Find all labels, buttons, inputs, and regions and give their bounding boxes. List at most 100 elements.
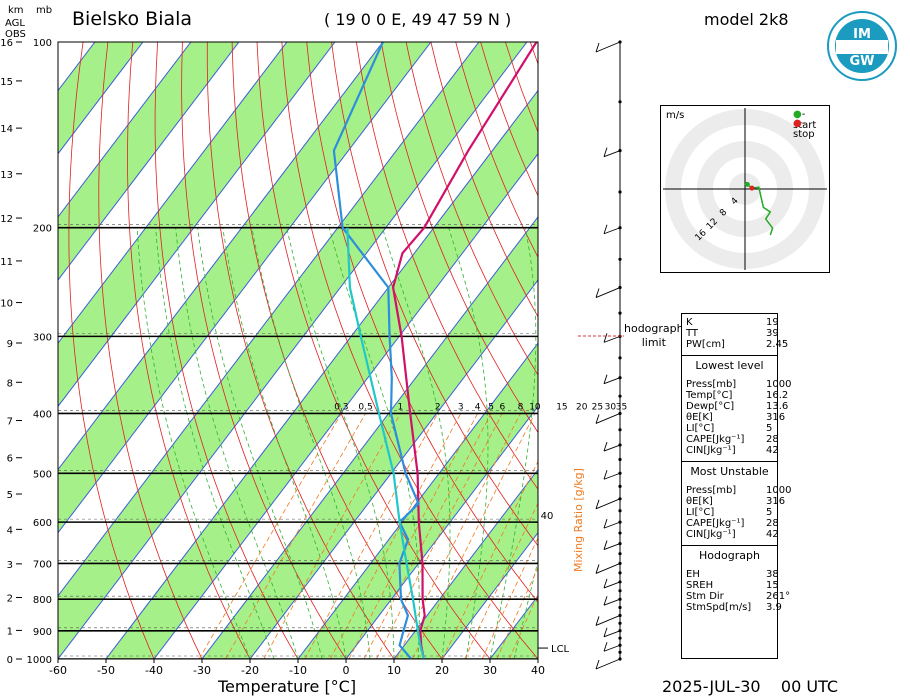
wind-barb-flag bbox=[595, 42, 600, 53]
imgw-logo: IM GW bbox=[827, 11, 897, 81]
isotherm-line bbox=[297, 342, 538, 659]
wind-level-dot bbox=[618, 621, 622, 625]
hodograph-index-key: StmSpd[m/s] bbox=[686, 602, 752, 613]
moist-adiabat bbox=[328, 227, 420, 659]
wind-barb-flag bbox=[595, 659, 600, 670]
hodograph-stop-point bbox=[749, 185, 755, 191]
dewpoint-trace bbox=[332, 42, 420, 659]
most-unstable-key: CIN[Jkg⁻¹] bbox=[686, 529, 736, 540]
dry-adiabat bbox=[181, 42, 347, 659]
index-top-value: 2.45 bbox=[766, 339, 789, 350]
hodograph-index-row: Stm Dir 261° bbox=[686, 591, 790, 602]
hodograph-ring-label: 8 bbox=[718, 207, 729, 218]
wind-barb-shaft bbox=[595, 615, 621, 626]
isotherm-line bbox=[58, 42, 384, 471]
wind-barb-shaft bbox=[603, 335, 621, 343]
mixing-ratio-tick-label: 3 bbox=[458, 402, 464, 412]
temp-tick-label: -10 bbox=[289, 664, 307, 677]
wind-level-dot bbox=[618, 571, 622, 575]
mixing-ratio-tick-label: 8 bbox=[518, 402, 524, 412]
most-unstable-value: 1000 bbox=[766, 485, 792, 496]
pressure-tick-label: 400 bbox=[33, 409, 52, 420]
temp-tick-label: -60 bbox=[49, 664, 67, 677]
hodograph-panel: 4 8 12 16 m/s ●- start ●- stop bbox=[660, 105, 830, 273]
wind-level-dot bbox=[618, 356, 622, 360]
hodograph-index-title: Hodograph bbox=[699, 549, 760, 562]
index-top-row: PW[cm] 2.45 bbox=[686, 339, 788, 350]
lcl-label: LCL bbox=[551, 644, 570, 655]
wind-barb-flag bbox=[595, 499, 600, 509]
wind-level-dot bbox=[618, 484, 622, 488]
mixing-ratio-tick-label: 10 bbox=[529, 402, 541, 412]
wind-barb-shaft bbox=[595, 658, 621, 670]
mixing-ratio-tick-label: 30 bbox=[605, 402, 617, 412]
moist-adiabat bbox=[175, 227, 299, 659]
parcel-trace bbox=[346, 227, 425, 659]
wind-barb-shaft bbox=[603, 472, 621, 480]
index-top-key: K bbox=[686, 317, 693, 328]
wind-level-dot bbox=[618, 190, 622, 194]
most-unstable-key: LI[°C] bbox=[686, 507, 715, 518]
dry-adiabat bbox=[206, 42, 395, 659]
km-tick-label: 11 bbox=[0, 257, 13, 268]
model-label: model 2k8 bbox=[704, 10, 789, 29]
mixing-ratio-tick-label: 0.3 bbox=[334, 402, 348, 412]
isotherm-line bbox=[201, 216, 538, 659]
wind-barb-flag bbox=[603, 147, 608, 157]
hodograph-unit: m/s bbox=[666, 110, 685, 121]
moist-adiabat bbox=[382, 227, 451, 659]
wind-level-dot bbox=[618, 394, 622, 398]
km-tick-label: 4 bbox=[7, 525, 13, 536]
most-unstable-row: CIN[Jkg⁻¹] 42 bbox=[686, 529, 779, 540]
dry-adiabat bbox=[281, 42, 538, 659]
wind-level-dot bbox=[618, 531, 622, 535]
hodograph-legend-stop: ●- stop bbox=[793, 118, 815, 140]
most-unstable-key: θE[K] bbox=[686, 496, 713, 507]
moist-adiabat bbox=[197, 227, 323, 659]
wind-barb-flag bbox=[603, 596, 608, 606]
isotherm-line bbox=[393, 468, 538, 659]
lowest-level-value: 5 bbox=[766, 423, 773, 434]
wind-barb-shaft bbox=[603, 227, 621, 235]
lowest-level-key: Press[mb] bbox=[686, 379, 737, 390]
sounding-traces bbox=[332, 42, 538, 659]
isotherm-line bbox=[58, 42, 144, 155]
wind-barb-shaft bbox=[595, 563, 621, 574]
wind-barb-flag bbox=[595, 288, 600, 298]
wind-barb-shaft bbox=[603, 444, 621, 452]
wind-level-dot bbox=[618, 311, 622, 315]
lowest-level-key: Dewp[°C] bbox=[686, 401, 735, 412]
isotherm-line bbox=[58, 42, 336, 408]
lowest-level-key: Temp[°C] bbox=[686, 390, 733, 401]
wind-barb-shaft bbox=[603, 543, 621, 550]
pressure-tick-label: 900 bbox=[33, 627, 52, 638]
km-tick-label: 8 bbox=[7, 378, 13, 389]
temp-tick-label: 40 bbox=[531, 664, 545, 677]
lowest-level-row: LI[°C] 5 bbox=[686, 423, 776, 434]
moist-adiabats bbox=[136, 227, 538, 659]
wind-barb-flag bbox=[603, 224, 608, 234]
km-tick-label: 3 bbox=[7, 560, 13, 571]
wind-barb-flag bbox=[603, 333, 608, 343]
hodograph-index-value: 15 bbox=[766, 580, 779, 591]
wind-barb-flag bbox=[603, 642, 608, 652]
most-unstable-row: Press[mb] 1000 bbox=[686, 485, 791, 496]
mb-axis-label: mb bbox=[36, 5, 53, 16]
pressure-tick-label: 100 bbox=[33, 38, 52, 49]
wind-barb-flag bbox=[595, 616, 600, 626]
wind-level-dot bbox=[618, 509, 622, 513]
isotherm-line bbox=[105, 89, 538, 659]
most-unstable-title: Most Unstable bbox=[690, 465, 769, 478]
wind-level-dot bbox=[618, 457, 622, 462]
index-top-value: 39 bbox=[766, 328, 779, 339]
km-tick-label: 14 bbox=[0, 124, 13, 135]
most-unstable-row: θE[K] 316 bbox=[686, 496, 785, 507]
mixing-ratio-tick-label: 6 bbox=[499, 402, 505, 412]
lowest-level-row: θE[K] 316 bbox=[686, 412, 785, 423]
hodograph-limit-label: hodograph limit bbox=[624, 322, 684, 350]
wind-barb-flag bbox=[595, 414, 600, 424]
most-unstable-key: Press[mb] bbox=[686, 485, 737, 496]
dry-adiabat bbox=[430, 42, 538, 318]
isotherm-line bbox=[153, 152, 538, 659]
most-unstable-value: 42 bbox=[766, 529, 779, 540]
